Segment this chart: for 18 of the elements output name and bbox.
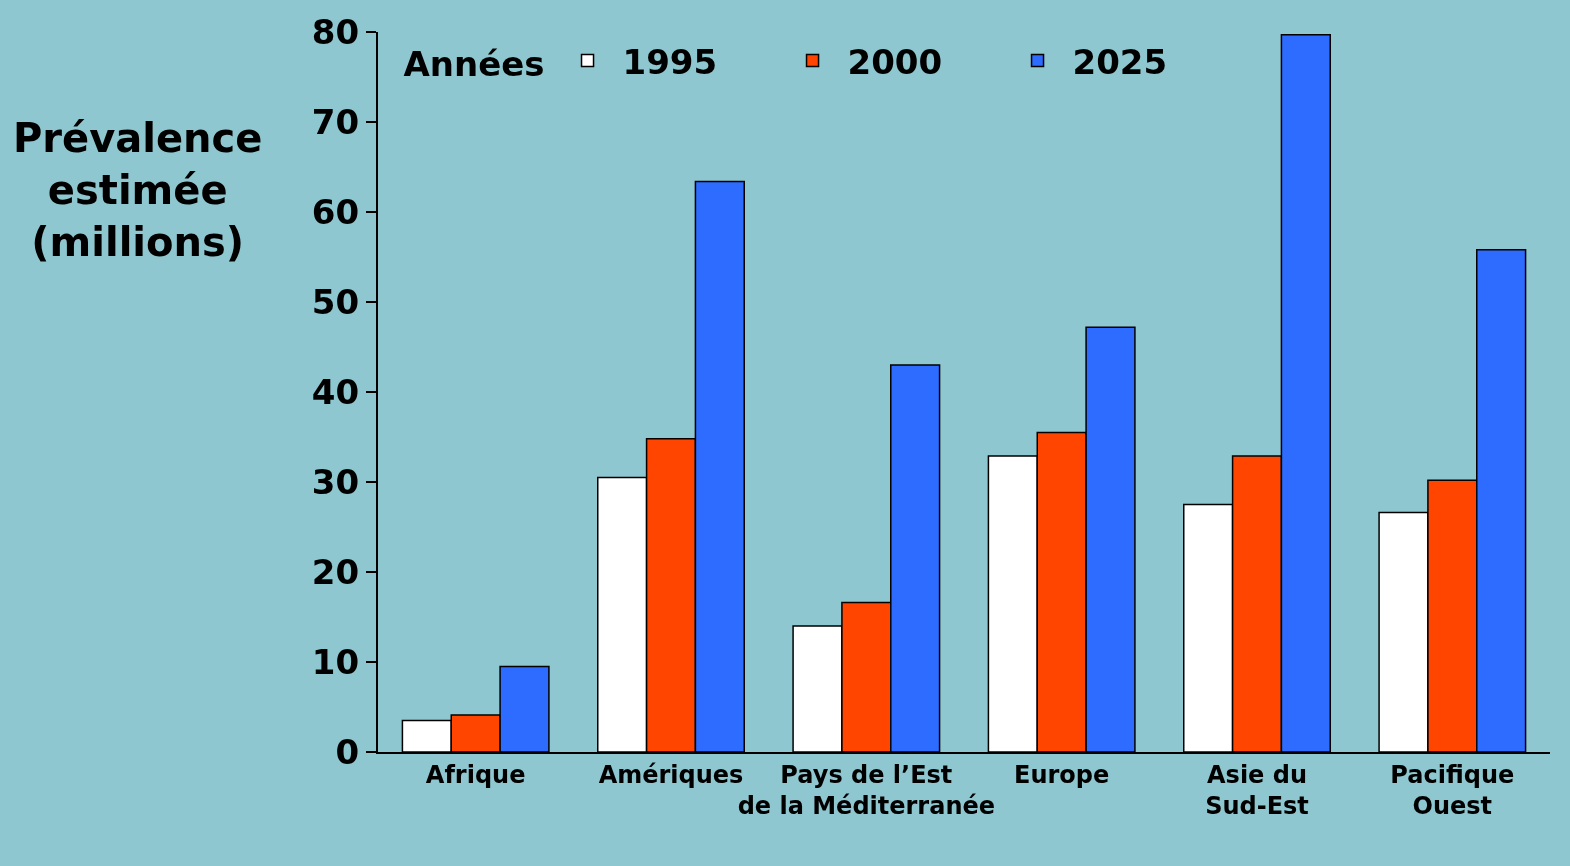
- y-tick-label: 30: [311, 461, 360, 502]
- y-tick-label: 60: [311, 191, 360, 232]
- x-tick-label: Europe: [1014, 760, 1110, 789]
- y-tick-label: 70: [311, 101, 360, 142]
- x-tick-label: Afrique: [425, 760, 526, 789]
- legend-title: Années: [403, 44, 545, 85]
- y-axis-title: Prévalence estimée (millions): [13, 115, 263, 265]
- legend-label: 1995: [622, 41, 718, 82]
- y-tick-label: 40: [311, 371, 360, 412]
- x-tick-label: Asie du Sud-Est: [1205, 760, 1309, 820]
- y-tick-label: 80: [311, 11, 360, 52]
- x-tick-label: Pacifique Ouest: [1390, 760, 1515, 820]
- y-tick-label: 50: [311, 281, 360, 322]
- y-tick-label: 20: [311, 551, 360, 592]
- y-tick-label: 0: [335, 731, 360, 772]
- y-tick-label: 10: [311, 641, 360, 682]
- legend-label: 2000: [847, 41, 943, 82]
- legend-label: 2025: [1072, 41, 1168, 82]
